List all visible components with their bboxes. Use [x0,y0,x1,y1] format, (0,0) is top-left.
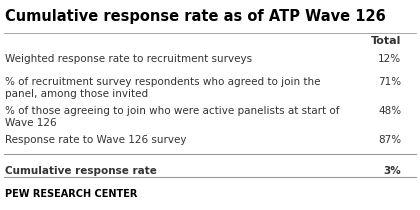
Text: Cumulative response rate: Cumulative response rate [5,166,157,176]
Text: 87%: 87% [378,135,401,146]
Text: % of those agreeing to join who were active panelists at start of
Wave 126: % of those agreeing to join who were act… [5,106,339,129]
Text: 71%: 71% [378,77,401,87]
Text: Total: Total [371,36,401,46]
Text: % of recruitment survey respondents who agreed to join the
panel, among those in: % of recruitment survey respondents who … [5,77,320,99]
Text: Cumulative response rate as of ATP Wave 126: Cumulative response rate as of ATP Wave … [5,9,386,24]
Text: 12%: 12% [378,54,401,64]
Text: 48%: 48% [378,106,401,116]
Text: PEW RESEARCH CENTER: PEW RESEARCH CENTER [5,189,137,199]
Text: Weighted response rate to recruitment surveys: Weighted response rate to recruitment su… [5,54,252,64]
Text: 3%: 3% [383,166,401,176]
Text: Response rate to Wave 126 survey: Response rate to Wave 126 survey [5,135,186,146]
